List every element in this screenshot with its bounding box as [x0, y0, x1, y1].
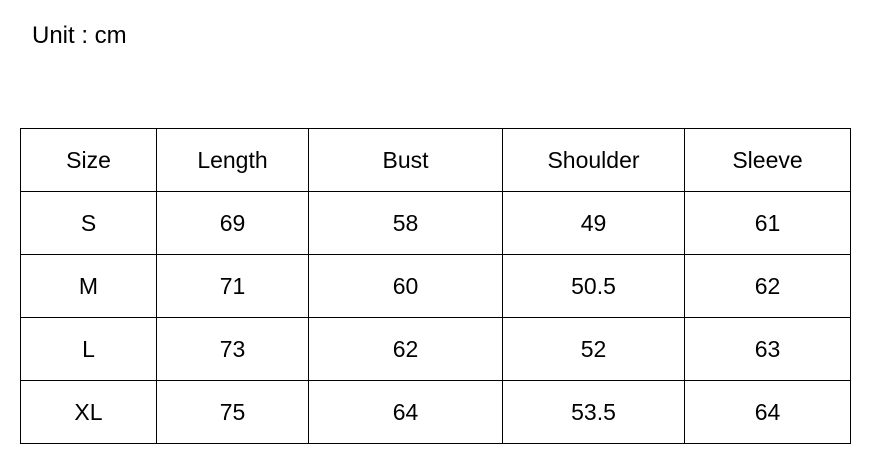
table-cell: 64 — [308, 380, 503, 444]
table-cell: XL — [20, 380, 157, 444]
table-cell: 60 — [308, 254, 503, 318]
table-cell: 63 — [684, 317, 851, 381]
table-cell: M — [20, 254, 157, 318]
table-cell: Size — [20, 128, 157, 192]
table-row: M 71 60 50.5 62 — [20, 254, 851, 318]
table-cell: 75 — [156, 380, 309, 444]
table-cell: 73 — [156, 317, 309, 381]
table-cell: 50.5 — [502, 254, 685, 318]
table-cell: 71 — [156, 254, 309, 318]
table-row: XL 75 64 53.5 64 — [20, 380, 851, 444]
table-cell: S — [20, 191, 157, 255]
table-row: S 69 58 49 61 — [20, 191, 851, 255]
table-cell: Bust — [308, 128, 503, 192]
table-cell: L — [20, 317, 157, 381]
header-row: Size Length Bust Shoulder Sleeve — [20, 128, 851, 192]
table-cell: Sleeve — [684, 128, 851, 192]
table-row: L 73 62 52 63 — [20, 317, 851, 381]
table-cell: 49 — [502, 191, 685, 255]
table-cell: 52 — [502, 317, 685, 381]
table-cell: 53.5 — [502, 380, 685, 444]
table-cell: Shoulder — [502, 128, 685, 192]
table-cell: 62 — [308, 317, 503, 381]
table-cell: 62 — [684, 254, 851, 318]
unit-label: Unit : cm — [32, 22, 127, 49]
table-cell: 69 — [156, 191, 309, 255]
table-cell: 58 — [308, 191, 503, 255]
table-cell: 64 — [684, 380, 851, 444]
table-cell: Length — [156, 128, 309, 192]
table-cell: 61 — [684, 191, 851, 255]
size-table: Size Length Bust Shoulder Sleeve S 69 58 49 61 M 71… — [20, 128, 851, 444]
